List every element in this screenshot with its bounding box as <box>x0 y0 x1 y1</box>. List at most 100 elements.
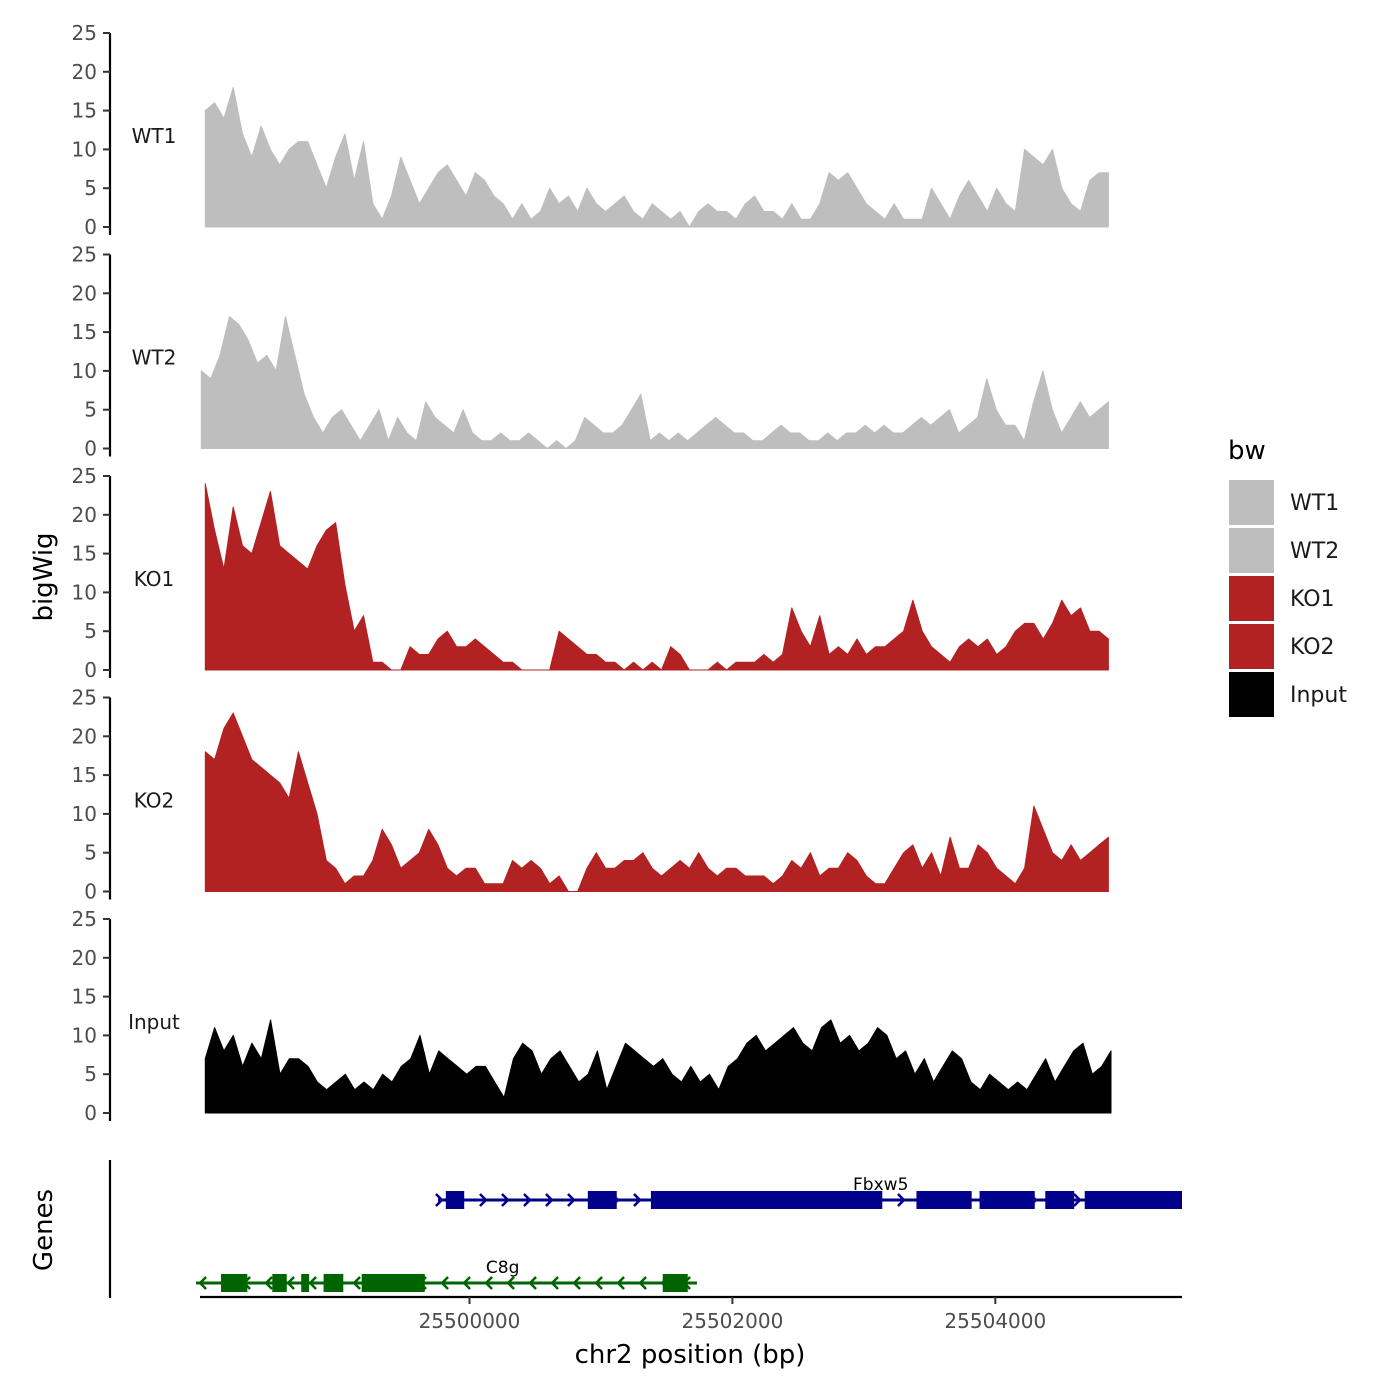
area-ko2 <box>204 712 1109 892</box>
exon <box>361 1274 425 1292</box>
exon <box>979 1191 1035 1209</box>
strand-arrow <box>633 1193 642 1207</box>
y-tick-label: 25 <box>72 907 97 931</box>
track-input: 0 5 10 15 20 25 Input <box>72 907 1112 1125</box>
legend-label: KO1 <box>1290 587 1335 612</box>
strand-arrow <box>572 1276 581 1290</box>
strand-arrow <box>550 1276 559 1290</box>
y-tick-label: 0 <box>84 1101 97 1125</box>
tracks-layer: 0 5 10 15 20 25 WT1 0 5 10 15 20 25 WT2 0 5 10 15 20 25 KO1 0… <box>72 21 1112 1125</box>
y-tick-label: 0 <box>84 215 97 239</box>
exon <box>650 1191 883 1209</box>
y-tick-label: 5 <box>84 1062 97 1086</box>
strand-arrow <box>567 1193 576 1207</box>
y-tick-label: 20 <box>72 946 97 970</box>
genes-layer: Fbxw5 C8g <box>108 1160 1182 1298</box>
strand-arrow <box>523 1193 532 1207</box>
strand-arrow <box>435 1193 444 1207</box>
y-tick-label: 20 <box>72 724 97 748</box>
y-tick-label: 20 <box>72 281 97 305</box>
strand-arrow <box>484 1276 493 1290</box>
track-ko2: 0 5 10 15 20 25 KO2 <box>72 686 1109 904</box>
y-tick-label: 25 <box>72 686 97 710</box>
track-ko1: 0 5 10 15 20 25 KO1 <box>72 464 1109 682</box>
exon <box>323 1274 344 1292</box>
strand-arrow <box>264 1276 273 1290</box>
strand-arrow <box>545 1193 554 1207</box>
strand-arrow <box>286 1276 295 1290</box>
exon <box>445 1191 465 1209</box>
y-tick-label: 0 <box>84 437 97 461</box>
exon <box>221 1274 248 1292</box>
legend-swatch <box>1229 528 1274 573</box>
gene-c8g: C8g <box>196 1258 697 1292</box>
legend: bw WT1 WT2 KO1 KO2 Input <box>1228 436 1347 717</box>
track-wt2: 0 5 10 15 20 25 WT2 <box>72 243 1109 461</box>
y-tick-label: 15 <box>72 542 97 566</box>
y-tick-label: 5 <box>84 398 97 422</box>
strand-arrow <box>616 1276 625 1290</box>
track-label: KO1 <box>134 567 175 591</box>
strand-arrow <box>198 1276 207 1290</box>
area-input <box>204 1019 1112 1114</box>
track-label: KO2 <box>134 789 175 813</box>
strand-arrow <box>479 1193 488 1207</box>
legend-label: WT2 <box>1290 539 1339 564</box>
area-wt2 <box>200 316 1109 449</box>
area-wt1 <box>204 86 1109 228</box>
y-tick-label: 10 <box>72 137 97 161</box>
legend-swatch <box>1229 480 1274 525</box>
x-axis-title: chr2 position (bp) <box>575 1340 806 1370</box>
y-tick-label: 10 <box>72 802 97 826</box>
y-tick-label: 0 <box>84 658 97 682</box>
exon <box>916 1191 972 1209</box>
strand-arrow <box>1073 1193 1082 1207</box>
legend-swatch <box>1229 576 1274 621</box>
exon <box>301 1274 310 1292</box>
track-label: WT2 <box>132 346 177 370</box>
x-tick-label: 25504000 <box>944 1309 1046 1333</box>
y-tick-label: 5 <box>84 841 97 865</box>
strand-arrow <box>897 1193 906 1207</box>
gene-name: Fbxw5 <box>853 1175 908 1195</box>
exon <box>1084 1191 1182 1209</box>
legend-label: KO2 <box>1290 635 1335 660</box>
exon <box>587 1191 617 1209</box>
strand-arrow <box>506 1276 515 1290</box>
y-tick-label: 15 <box>72 763 97 787</box>
track-label: WT1 <box>132 124 177 148</box>
x-tick-label: 25500000 <box>419 1309 521 1333</box>
y-tick-label: 15 <box>72 99 97 123</box>
track-label: Input <box>128 1010 180 1034</box>
y-tick-label: 25 <box>72 464 97 488</box>
y-tick-label: 15 <box>72 985 97 1009</box>
strand-arrow <box>594 1276 603 1290</box>
y-tick-label: 0 <box>84 880 97 904</box>
strand-arrow <box>528 1276 537 1290</box>
genes-track-title: Genes <box>29 1189 59 1271</box>
y-axis-title: bigWig <box>29 532 59 621</box>
exon <box>662 1274 688 1292</box>
legend-swatch <box>1229 672 1274 717</box>
y-tick-label: 5 <box>84 619 97 643</box>
strand-arrow <box>308 1276 317 1290</box>
y-tick-label: 20 <box>72 503 97 527</box>
gene-name: C8g <box>486 1258 519 1278</box>
y-tick-label: 15 <box>72 320 97 344</box>
exon <box>272 1274 287 1292</box>
x-tick-label: 25502000 <box>682 1309 784 1333</box>
legend-title: bw <box>1228 436 1266 466</box>
strand-arrow <box>501 1193 510 1207</box>
legend-label: WT1 <box>1290 491 1339 516</box>
exon <box>1045 1191 1075 1209</box>
strand-arrow <box>638 1276 647 1290</box>
y-tick-label: 5 <box>84 176 97 200</box>
strand-arrow <box>352 1276 361 1290</box>
y-tick-label: 10 <box>72 1023 97 1047</box>
y-tick-label: 10 <box>72 359 97 383</box>
y-tick-label: 25 <box>72 21 97 45</box>
track-wt1: 0 5 10 15 20 25 WT1 <box>72 21 1109 239</box>
legend-swatch <box>1229 624 1274 669</box>
area-ko1 <box>204 483 1109 671</box>
